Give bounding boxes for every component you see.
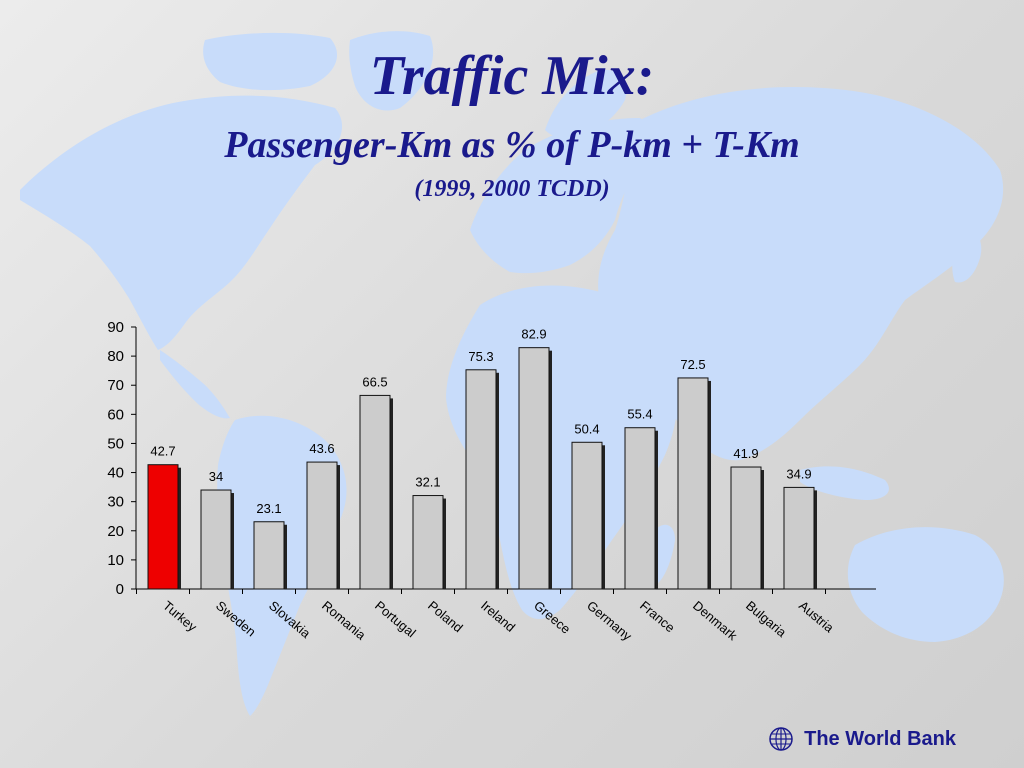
chart-subtitle: Passenger-Km as % of P-km + T-Km bbox=[224, 124, 800, 166]
category-label-germany: Germany bbox=[584, 598, 635, 644]
value-label-austria: 34.9 bbox=[786, 466, 811, 481]
value-label-turkey: 42.7 bbox=[150, 444, 175, 459]
bar-slovakia bbox=[253, 521, 285, 590]
value-label-bulgaria: 41.9 bbox=[733, 446, 758, 461]
bar-austria bbox=[783, 486, 815, 590]
bar-ireland bbox=[465, 369, 497, 590]
category-label-bulgaria: Bulgaria bbox=[743, 598, 790, 641]
bar-greece bbox=[518, 347, 550, 590]
bar-bulgaria bbox=[730, 466, 762, 590]
value-label-germany: 50.4 bbox=[574, 421, 599, 436]
value-label-sweden: 34 bbox=[209, 469, 223, 484]
chart-source-note: (1999, 2000 TCDD) bbox=[414, 176, 610, 202]
bar-poland bbox=[412, 495, 444, 590]
y-tick-label: 70 bbox=[107, 377, 124, 394]
y-tick-label: 60 bbox=[107, 406, 124, 423]
value-label-denmark: 72.5 bbox=[680, 357, 705, 372]
category-label-sweden: Sweden bbox=[213, 598, 259, 640]
y-tick-label: 30 bbox=[107, 494, 124, 511]
bar-france bbox=[624, 427, 656, 590]
bar-denmark bbox=[677, 377, 709, 590]
category-label-poland: Poland bbox=[425, 598, 466, 636]
y-tick-label: 10 bbox=[107, 552, 124, 569]
y-tick-label: 50 bbox=[107, 435, 124, 452]
category-label-austria: Austria bbox=[796, 598, 837, 636]
chart-title: Traffic Mix: bbox=[369, 45, 655, 107]
footer: The World Bank bbox=[768, 726, 956, 752]
value-label-france: 55.4 bbox=[627, 407, 652, 422]
y-tick-label: 90 bbox=[107, 319, 124, 336]
category-label-turkey: Turkey bbox=[160, 598, 200, 635]
value-label-greece: 82.9 bbox=[521, 327, 546, 342]
bar-germany bbox=[571, 441, 603, 590]
bar-sweden bbox=[200, 489, 232, 590]
value-label-poland: 32.1 bbox=[415, 475, 440, 490]
bar-portugal bbox=[359, 394, 391, 590]
y-tick-label: 40 bbox=[107, 465, 124, 482]
y-tick-label: 0 bbox=[116, 581, 124, 598]
value-label-romania: 43.6 bbox=[309, 441, 334, 456]
value-label-portugal: 66.5 bbox=[362, 374, 387, 389]
category-label-greece: Greece bbox=[531, 598, 573, 637]
y-tick-label: 80 bbox=[107, 348, 124, 365]
bar-turkey bbox=[147, 464, 179, 590]
category-label-slovakia: Slovakia bbox=[266, 598, 314, 642]
category-label-france: France bbox=[637, 598, 678, 636]
category-label-denmark: Denmark bbox=[690, 598, 740, 644]
y-tick-label: 20 bbox=[107, 523, 124, 540]
bar-romania bbox=[306, 461, 338, 590]
value-label-ireland: 75.3 bbox=[468, 349, 493, 364]
category-label-ireland: Ireland bbox=[478, 598, 518, 635]
footer-label: The World Bank bbox=[804, 727, 956, 750]
globe-icon bbox=[769, 727, 793, 751]
category-label-romania: Romania bbox=[319, 598, 369, 643]
value-label-slovakia: 23.1 bbox=[256, 501, 281, 516]
category-label-portugal: Portugal bbox=[372, 598, 419, 641]
